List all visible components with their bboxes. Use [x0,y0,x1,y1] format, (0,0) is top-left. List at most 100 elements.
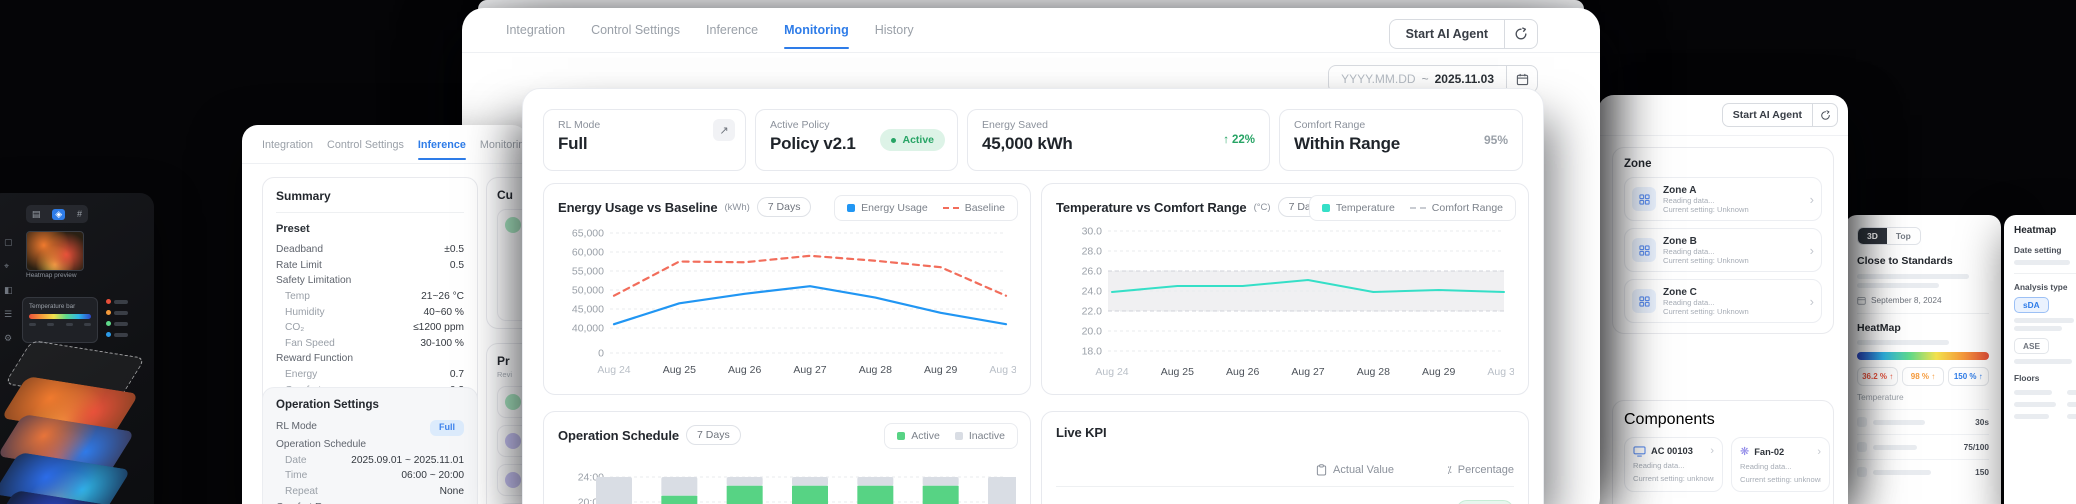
calendar-icon [1516,73,1528,85]
preset-heading: Preset [276,223,310,235]
view-toggle-top[interactable]: Top [1886,228,1920,244]
view-toggle-3d[interactable]: 3D [1858,228,1887,244]
heatmap-mode-icon[interactable]: ◈ [52,208,66,220]
standards-title: Close to Standards [1857,255,1953,267]
rl-mode-badge: Full [430,420,464,436]
analysis-type-label: Analysis type [2014,282,2068,292]
svg-text:Aug 29: Aug 29 [1422,366,1455,378]
svg-text:20.0: 20.0 [1082,326,1103,338]
svg-text:Aug 30: Aug 30 [989,364,1016,376]
monitoring-content: RL Mode Full ↗ Active Policy Policy v2.1… [522,88,1544,504]
svg-text:55,000: 55,000 [572,266,604,278]
live-kpi-card: Live KPI Actual Value ⁒Percentage Energy… [1041,411,1529,504]
select-icon[interactable]: ▢ [4,237,13,247]
svg-text:Aug 24: Aug 24 [1095,366,1128,378]
live-kpi-row: Energy Saved 85,000 kWh ↑22% [1056,500,1514,504]
start-ai-agent-icon-button[interactable] [1504,19,1538,49]
standards-row: 150 [1857,459,1989,484]
standards-row: 30s [1857,409,1989,434]
tab-monitoring[interactable]: Monitoring [784,23,849,49]
text-skeleton [1857,283,1939,288]
svg-text:Aug 27: Aug 27 [1291,366,1324,378]
heatmap-spectrum-bar [1857,352,1989,360]
svg-text:Aug 26: Aug 26 [728,364,761,376]
tab-integration[interactable]: Integration [506,23,566,37]
floors-label: Floors [2014,373,2040,383]
floor-row[interactable] [2014,402,2076,407]
sda-chip[interactable]: sDA [2014,297,2049,313]
partial-card-1: Cu [486,177,528,329]
stat-chip[interactable]: 36.2 % ↑ [1857,367,1899,386]
stat-chips: 36.2 % ↑ 98 % ↑ 150 % ↑ [1857,367,1989,386]
move-icon[interactable]: ⌖ [4,261,10,271]
heatmap-panel-title: Heatmap [2014,225,2057,236]
menu-icon[interactable]: ☰ [4,309,13,319]
svg-text:Aug 28: Aug 28 [859,364,892,376]
start-ai-agent-icon-button-right[interactable] [1812,103,1838,127]
components-section-title: Components [1624,411,1715,428]
zone-section: Zone Zone A Reading data... Current sett… [1612,147,1834,334]
svg-text:30.0: 30.0 [1082,226,1103,238]
chart-title: Temperature vs Comfort Range [1056,199,1247,215]
fan-icon: ❋ [1740,446,1750,458]
left-tab-integration[interactable]: Integration [262,139,314,151]
comfort-range-percent: 95% [1483,133,1508,147]
expand-icon[interactable]: ↗ [713,119,735,141]
ops-row: Date 2025.09.01 ~ 2025.11.01 [285,454,464,466]
date-setting-label: Date setting [2014,245,2062,255]
left-tab-control-settings[interactable]: Control Settings [327,139,404,151]
heatmap-preview-thumbnail[interactable] [26,231,84,271]
3d-viewport-panel: ▢ ⌖ ◧ ☰ ⚙ ▤ ◈ # Heatmap preview Temperat… [0,193,154,504]
viewport-tool-rail: ▢ ⌖ ◧ ☰ ⚙ [4,237,13,344]
zone-grid-icon [1632,187,1656,211]
summary-card: Summary Preset Deadband ±0.5 Rate Limit 0.… [262,177,478,425]
floor-row[interactable] [2014,414,2076,419]
left-tab-inference[interactable]: Inference [417,139,466,160]
tab-inference[interactable]: Inference [706,23,759,37]
charts-grid: Energy Usage vs Baseline (kWh) 7 Days En… [543,183,1529,504]
component-card-fan[interactable]: ❋ Fan-02 › Reading data... Current setti… [1731,437,1830,492]
start-ai-agent-button[interactable]: Start AI Agent [1388,19,1504,49]
start-ai-agent-button-right[interactable]: Start AI Agent [1721,103,1812,127]
left-tab-monitoring[interactable]: Monitoring [479,139,528,151]
zone-item-c[interactable]: Zone C Reading data... Current setting: … [1624,279,1822,323]
stat-chip[interactable]: 150 % ↑ [1947,367,1989,386]
monitor-icon [1633,445,1646,457]
floor-row[interactable] [2014,390,2076,395]
range-selector[interactable]: 7 Days [686,425,741,445]
heatmap-preview-caption: Heatmap preview [26,272,77,279]
svg-text:Aug 27: Aug 27 [793,364,826,376]
tab-control-settings[interactable]: Control Settings [591,23,681,37]
ase-chip[interactable]: ASE [2014,338,2050,354]
temperature-bar-title: Temperature bar [29,303,76,310]
grid-icon[interactable]: # [77,209,83,219]
stat-chip[interactable]: 98 % ↑ [1902,367,1944,386]
status-dot [891,137,897,143]
temperature-dot-legend [106,299,128,337]
svg-text:20:00: 20:00 [578,497,604,504]
summary-title: Summary [276,189,464,213]
legend-dash-baseline [942,207,959,209]
chart-title: Energy Usage vs Baseline [558,199,718,215]
temperature-gradient-bar [29,314,91,319]
temperature-chart-card: Temperature vs Comfort Range (°C) 7 Days… [1041,183,1529,395]
svg-text:60,000: 60,000 [572,247,604,259]
layers-icon[interactable]: ◧ [4,285,13,295]
svg-text:22.0: 22.0 [1082,306,1103,318]
left-tabbar-divider [242,163,528,164]
zone-item-a[interactable]: Zone A Reading data... Current setting: … [1624,177,1822,221]
tab-history[interactable]: History [874,23,914,37]
zone-item-b[interactable]: Zone B Reading data... Current setting: … [1624,228,1822,272]
range-selector[interactable]: 7 Days [756,197,812,217]
text-skeleton [2014,318,2074,323]
cursor-icon[interactable]: ▤ [31,208,41,219]
kpi-row: RL Mode Full ↗ Active Policy Policy v2.1… [543,109,1523,171]
legend-dash-comfort [1409,207,1426,209]
percent-icon: ⁒ [1447,464,1452,476]
up-arrow-icon: ↑ [1223,134,1229,146]
settings-icon[interactable]: ⚙ [4,333,13,343]
component-card-ac[interactable]: AC 00103 › Reading data... Current setti… [1624,437,1723,492]
legend-swatch-energy [847,204,856,212]
legend-swatch-active [897,432,906,440]
